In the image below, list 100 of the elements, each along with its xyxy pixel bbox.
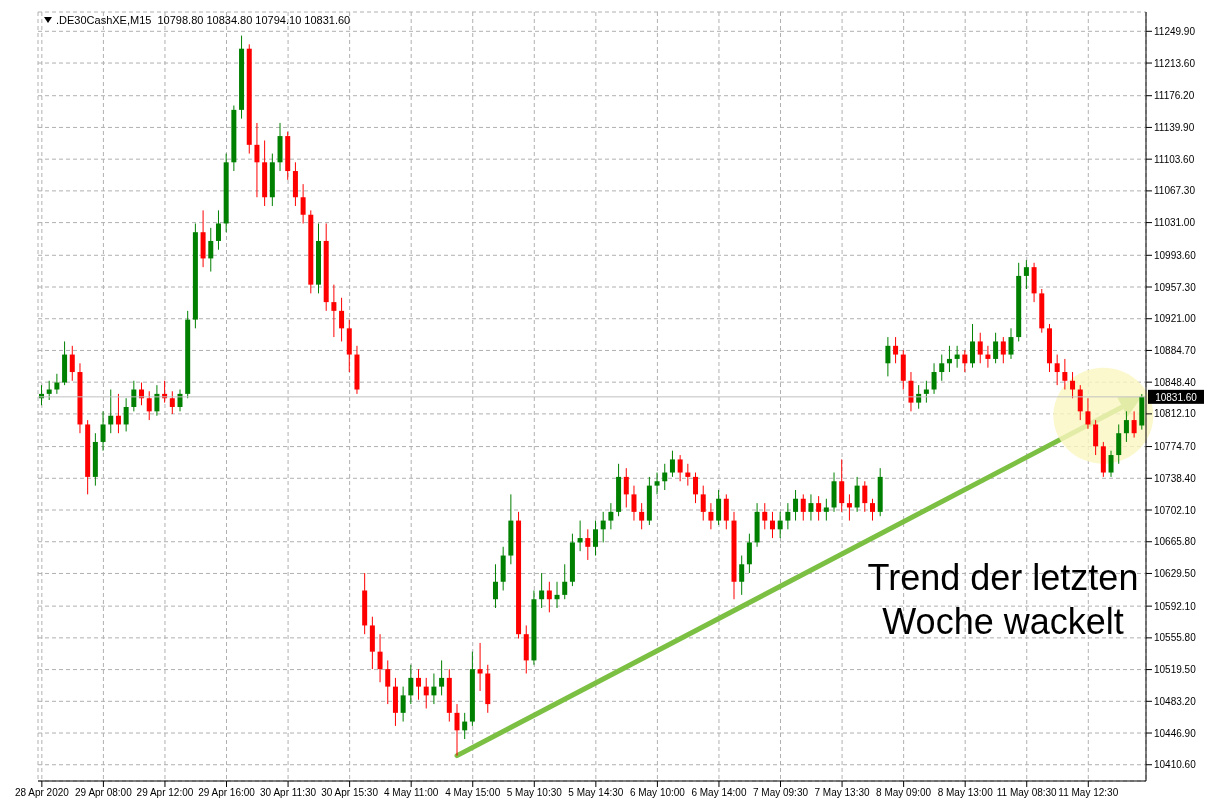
- candlestick: [377, 633, 383, 683]
- x-tick-label: 11 May 12:30: [1058, 787, 1119, 799]
- candlestick: [400, 686, 406, 723]
- candlestick: [215, 209, 221, 251]
- candlestick: [893, 336, 899, 364]
- candlestick: [816, 495, 822, 522]
- candlestick: [577, 520, 583, 552]
- y-tick-label: 10774.70: [1154, 441, 1197, 453]
- candlestick: [716, 489, 722, 526]
- candlestick: [131, 380, 137, 412]
- y-tick-label: 10410.60: [1154, 759, 1197, 771]
- x-tick-label: 29 Apr 12:00: [136, 787, 194, 799]
- x-tick-label: 4 May 15:00: [445, 787, 501, 799]
- candlestick: [669, 450, 675, 478]
- candlestick: [677, 454, 683, 482]
- candlestick: [977, 332, 983, 364]
- candlestick: [970, 323, 976, 369]
- y-tick-label: 11031.00: [1154, 217, 1196, 229]
- candlestick: [100, 410, 106, 452]
- x-tick-label: 28 Apr 2020: [14, 787, 70, 799]
- y-tick-label: 10555.80: [1154, 632, 1197, 644]
- candlestick: [1093, 419, 1099, 456]
- candlestick: [462, 712, 468, 740]
- ref-line-label: 10831.60: [1155, 391, 1198, 403]
- x-tick-label: 29 Apr 16:00: [198, 787, 256, 799]
- y-tick-label: 10848.40: [1154, 376, 1197, 388]
- x-tick-label: 7 May 13:30: [814, 787, 871, 799]
- candlestick: [108, 389, 114, 434]
- candlestick: [954, 345, 960, 369]
- candlestick: [785, 502, 791, 530]
- candlestick: [631, 485, 637, 522]
- candlestick: [1085, 397, 1091, 430]
- candlestick: [908, 371, 914, 412]
- candlestick: [662, 463, 668, 491]
- candlestick: [1131, 410, 1137, 439]
- candlestick: [562, 563, 568, 600]
- y-tick-label: 10665.80: [1154, 536, 1197, 548]
- candlestick: [962, 349, 968, 373]
- candlestick: [608, 502, 614, 530]
- candlestick: [1123, 410, 1129, 443]
- candlestick: [331, 284, 337, 338]
- x-tick-label: 30 Apr 15:30: [321, 787, 379, 799]
- y-tick-label: 10592.10: [1154, 600, 1197, 612]
- candlestick: [985, 345, 991, 369]
- candlestick: [154, 384, 160, 417]
- candlestick: [639, 502, 645, 530]
- x-tick-label: 29 Apr 08:00: [75, 787, 133, 799]
- candlestick: [1054, 354, 1060, 386]
- candlestick: [700, 485, 706, 522]
- candlestick: [839, 458, 845, 513]
- candlestick: [439, 659, 445, 696]
- candlestick: [1116, 423, 1122, 465]
- candlestick: [1008, 327, 1014, 360]
- candlestick: [300, 183, 306, 224]
- candlestick: [693, 472, 699, 504]
- candlestick: [416, 668, 422, 701]
- candlestick: [69, 345, 75, 382]
- candlestick: [846, 493, 852, 522]
- y-tick-label: 11213.60: [1154, 57, 1196, 69]
- candlestick: [993, 332, 999, 364]
- candlestick: [546, 581, 552, 613]
- candlestick: [777, 511, 783, 539]
- candlestick: [585, 528, 591, 561]
- chart-title: .DE30CashXE,M15 10798.80 10834.80 10794.10 10831.60: [56, 14, 351, 26]
- candlestick: [339, 297, 345, 342]
- x-tick-label: 6 May 10:00: [629, 787, 686, 799]
- x-tick-label: 6 May 14:00: [691, 787, 747, 799]
- x-tick-label: 4 May 11:00: [384, 787, 439, 799]
- y-tick-label: 11249.90: [1154, 25, 1196, 37]
- y-tick-label: 10921.00: [1154, 313, 1197, 325]
- candlestick: [177, 389, 183, 412]
- y-tick-label: 10738.40: [1154, 472, 1197, 484]
- x-tick-label: 30 Apr 11:30: [260, 787, 317, 799]
- candlestick: [746, 533, 752, 574]
- candlestick: [623, 467, 629, 508]
- candlestick: [870, 498, 875, 522]
- candlestick: [454, 703, 460, 757]
- y-tick-label: 10957.30: [1154, 281, 1197, 293]
- candlestick: [1070, 371, 1076, 399]
- x-tick-label: 8 May 13:00: [937, 787, 994, 799]
- candlestick: [823, 498, 829, 522]
- candlestick: [46, 380, 52, 401]
- candlestick: [385, 659, 391, 705]
- y-tick-label: 10993.60: [1154, 249, 1197, 261]
- candlestick: [800, 493, 806, 522]
- candlestick: [923, 380, 929, 404]
- y-tick-label: 10702.10: [1154, 504, 1197, 516]
- annotation: Trend der letzten Woche wackelt: [867, 557, 1139, 642]
- candlestick: [169, 390, 175, 415]
- x-tick-label: 5 May 10:30: [506, 787, 563, 799]
- y-tick-label: 10629.50: [1154, 568, 1197, 580]
- y-tick-label: 10483.20: [1154, 695, 1197, 707]
- candlestick: [739, 555, 745, 596]
- y-tick-label: 11103.60: [1154, 153, 1195, 165]
- candlestick: [492, 563, 498, 609]
- candlestick: [1077, 384, 1083, 421]
- candlestick: [1062, 358, 1068, 391]
- candlestick: [423, 677, 429, 709]
- x-tick-label: 5 May 14:30: [568, 787, 624, 799]
- candlestick: [254, 122, 260, 198]
